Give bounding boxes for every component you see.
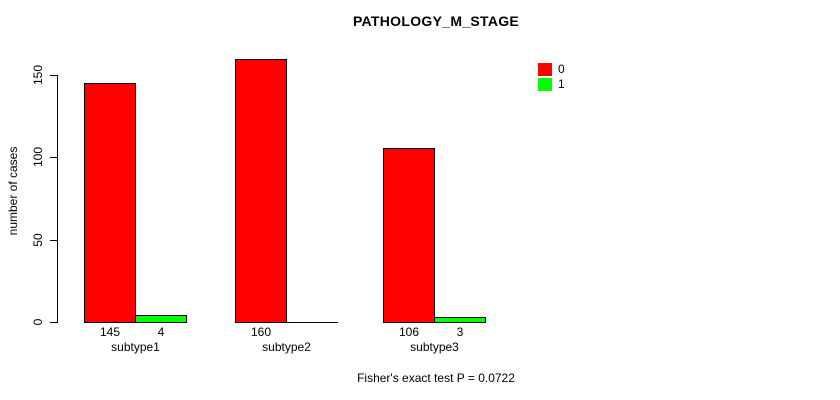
bar-value-label: 160: [250, 325, 272, 339]
y-tick: [50, 157, 57, 159]
bar-0-subtype3: [383, 147, 435, 323]
y-tick-label: 150: [31, 64, 45, 86]
bar-1-subtype3: [434, 317, 486, 323]
bar-value-label: 145: [99, 325, 121, 339]
legend-item-1: 1: [538, 78, 565, 91]
x-tick-label: subtype2: [262, 340, 311, 354]
y-tick-label: 50: [31, 233, 45, 247]
legend-label: 0: [558, 62, 565, 76]
x-tick-label: subtype1: [111, 340, 160, 354]
y-tick: [50, 239, 57, 241]
bar-0-subtype1: [84, 83, 136, 323]
y-axis-line: [57, 75, 58, 323]
annotation-fisher-test: Fisher's exact test P = 0.0722: [357, 371, 515, 385]
y-axis-label: number of cases: [6, 146, 20, 236]
bar-value-label: 106: [398, 325, 420, 339]
y-tick-label: 100: [31, 147, 45, 168]
legend-label: 1: [558, 77, 565, 91]
legend-swatch-1: [538, 78, 552, 91]
y-tick: [50, 75, 57, 76]
chart-title: PATHOLOGY_M_STAGE: [352, 13, 520, 29]
bar-value-label: 3: [456, 325, 464, 339]
bar-0-subtype2: [235, 58, 287, 323]
legend-item-0: 0: [538, 63, 565, 76]
legend-swatch-0: [538, 63, 552, 76]
bar-value-label: 4: [157, 325, 165, 339]
y-tick-label: 0: [31, 318, 45, 326]
x-tick-label: subtype3: [410, 340, 459, 354]
y-tick: [50, 322, 57, 323]
bar-1-subtype1: [135, 315, 187, 323]
